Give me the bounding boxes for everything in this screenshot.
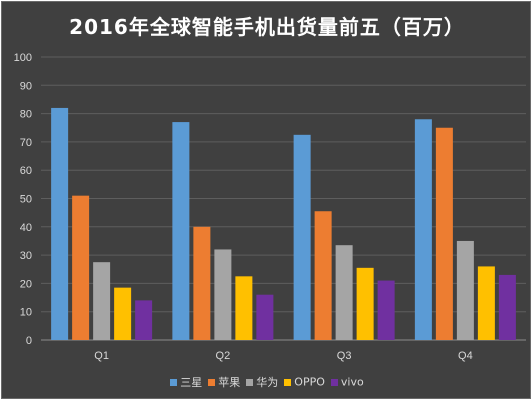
legend-label: 三星 xyxy=(180,376,203,389)
x-tick-label: Q4 xyxy=(458,350,473,362)
legend-label: OPPO xyxy=(294,375,325,389)
y-tick-label: 40 xyxy=(20,222,32,234)
x-tick-label: Q3 xyxy=(337,350,352,362)
y-tick-label: 0 xyxy=(26,335,32,347)
bar xyxy=(293,134,311,340)
legend-item: 三星 xyxy=(170,374,202,390)
bar xyxy=(72,195,90,340)
y-tick-label: 80 xyxy=(20,109,32,121)
legend-label: 华为 xyxy=(256,376,279,389)
legend-swatch xyxy=(284,378,292,386)
x-tick-label: Q1 xyxy=(94,350,109,362)
y-tick-label: 30 xyxy=(20,250,32,262)
bar xyxy=(377,280,395,340)
legend-label: 苹果 xyxy=(218,376,241,389)
legend-swatch xyxy=(170,378,178,386)
bar xyxy=(214,249,232,340)
bar xyxy=(256,294,274,340)
y-tick-label: 10 xyxy=(20,307,32,319)
y-tick-label: 20 xyxy=(20,278,32,290)
bar xyxy=(235,276,253,340)
legend-item: vivo xyxy=(330,375,364,389)
legend-item: 华为 xyxy=(246,374,278,390)
bar xyxy=(314,211,332,340)
bar xyxy=(414,119,432,340)
bar xyxy=(356,267,374,340)
legend-item: 苹果 xyxy=(208,374,240,390)
legend-swatch xyxy=(330,378,338,386)
legend-swatch xyxy=(208,378,216,386)
bar xyxy=(456,240,474,340)
legend-item: OPPO xyxy=(284,375,325,389)
legend-label: vivo xyxy=(340,375,364,389)
bar xyxy=(93,262,111,340)
y-tick-label: 70 xyxy=(20,137,32,149)
bar xyxy=(114,287,132,340)
bar xyxy=(335,245,353,340)
y-tick-label: 100 xyxy=(14,52,32,64)
bar xyxy=(135,300,153,340)
chart-legend: 三星 苹果 华为 OPPO vivo xyxy=(2,374,532,390)
bar xyxy=(477,266,495,340)
bar xyxy=(435,127,453,340)
bar xyxy=(193,226,211,340)
bar xyxy=(172,122,190,340)
bar xyxy=(51,107,69,340)
y-tick-label: 50 xyxy=(20,194,32,206)
bar xyxy=(498,274,516,340)
y-tick-label: 60 xyxy=(20,165,32,177)
x-tick-label: Q2 xyxy=(216,350,231,362)
y-tick-label: 90 xyxy=(20,80,32,92)
chart-title: 2016年全球智能手机出货量前五（百万） xyxy=(69,15,465,39)
legend-swatch xyxy=(246,378,254,386)
